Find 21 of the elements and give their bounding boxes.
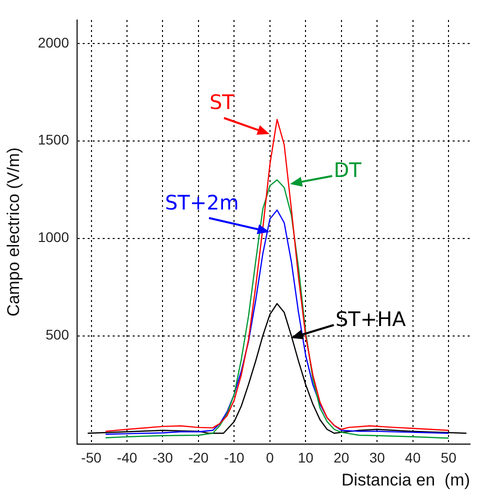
x-tick-label: -40 [116, 449, 138, 466]
x-tick-label: -10 [224, 449, 245, 466]
x-tick-label: 20 [334, 449, 350, 466]
annotation: ST+HA [335, 306, 406, 331]
x-tick-label: -30 [152, 449, 174, 466]
x-tick-label: 30 [369, 449, 386, 466]
annotation: DT [334, 158, 362, 182]
y-axis-title: Campo electrico (V/m) [4, 147, 23, 317]
annotation: ST+2m [164, 190, 239, 215]
y-tick-label: 1500 [38, 132, 70, 148]
x-tick-label: 10 [298, 449, 314, 466]
x-tick-label: -50 [81, 449, 102, 466]
x-tick-label: -20 [188, 449, 209, 466]
x-tick-label: 0 [266, 449, 274, 466]
y-tick-label: 1000 [38, 229, 70, 246]
annotation: ST [209, 90, 236, 114]
x-tick-label: 50 [440, 449, 457, 466]
x-axis-title: Distancia en (m) [342, 470, 470, 490]
y-tick-label: 2000 [38, 34, 70, 50]
y-tick-label: 500 [46, 326, 70, 343]
x-tick-label: 40 [405, 449, 421, 466]
